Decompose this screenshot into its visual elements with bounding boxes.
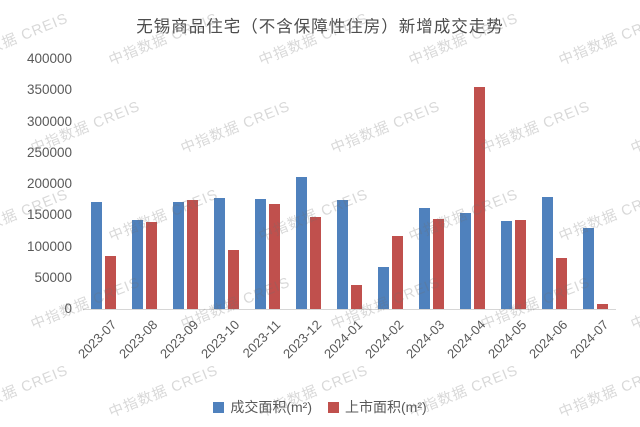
legend-item-transaction-area: 成交面积(m²) [213,397,312,417]
watermark-text: 中指数据 CREIS [556,186,640,246]
bar-transaction-area [460,213,471,309]
x-axis-category-label: 2024-03 [402,317,448,362]
x-axis-category-label: 2023-07 [74,317,120,362]
bar-transaction-area [501,220,512,309]
watermark-text: 中指数据 CREIS [478,274,593,334]
bar-listing-area [105,255,116,309]
bar-transaction-area [378,267,389,309]
bar-listing-area [515,220,526,309]
x-axis-category-label: 2024-01 [320,317,366,362]
bar-listing-area [433,219,444,309]
legend-label: 上市面积(m²) [345,399,427,415]
legend-swatch [328,401,339,413]
y-axis-tick-label: 100000 [26,238,72,254]
bar-listing-area [146,221,157,309]
y-axis-tick-label: 350000 [26,82,72,98]
bar-transaction-area [542,197,553,309]
x-axis-category-label: 2024-07 [566,317,612,362]
bar-listing-area [556,258,567,309]
x-axis-category-label: 2024-05 [484,317,530,362]
watermark-text: 中指数据 CREIS [628,99,640,158]
y-axis-tick-label: 0 [64,301,72,316]
chart-title: 无锡商品住宅（不含保障性住房）新增成交走势 [136,17,504,36]
bar-transaction-area [132,219,143,309]
bar-listing-area [474,87,485,309]
x-axis-category-label: 2024-04 [443,317,489,362]
watermark-text: 中指数据 CREIS [478,98,593,158]
watermark-text: 中指数据 CREIS [178,98,293,158]
y-axis-tick-label: 250000 [26,144,72,160]
bar-listing-area [351,285,362,309]
bar-transaction-area [255,199,266,309]
x-axis-category-label: 2023-09 [156,317,202,362]
y-axis-tick-label: 300000 [26,113,72,129]
bar-listing-area [187,200,198,309]
x-axis-category-label: 2023-11 [239,317,284,361]
x-axis-line [83,309,616,310]
y-axis-tick-label: 50000 [34,269,72,285]
x-axis-category-label: 2023-12 [279,317,325,362]
bar-transaction-area [91,201,102,309]
watermark-text: 中指数据 CREIS [328,98,443,158]
bar-listing-area [597,304,608,309]
legend-label: 成交面积(m²) [230,399,312,415]
legend-item-listing-area: 上市面积(m²) [328,397,427,417]
x-axis-category-label: 2023-08 [115,317,161,362]
y-axis-tick-label: 200000 [26,176,72,191]
legend: 成交面积(m²) 上市面积(m²) [0,397,640,417]
y-axis-tick-label: 400000 [26,51,72,66]
bar-listing-area [228,250,239,309]
bar-transaction-area [583,227,594,309]
y-axis-tick-label: 150000 [26,207,72,223]
bar-listing-area [392,235,403,309]
watermark-text: 中指数据 CREIS [106,186,221,246]
bar-listing-area [269,204,280,309]
x-axis-category-label: 2023-10 [197,317,243,362]
bar-listing-area [310,217,321,309]
x-axis-category-label: 2024-02 [361,317,407,362]
legend-swatch [213,401,225,413]
watermark-text: 中指数据 CREIS [628,275,640,334]
bar-transaction-area [214,198,225,309]
bar-transaction-area [296,176,307,309]
bar-transaction-area [419,208,430,309]
bar-transaction-area [173,201,184,309]
bar-transaction-area [337,199,348,309]
x-axis-category-label: 2024-06 [525,317,571,362]
